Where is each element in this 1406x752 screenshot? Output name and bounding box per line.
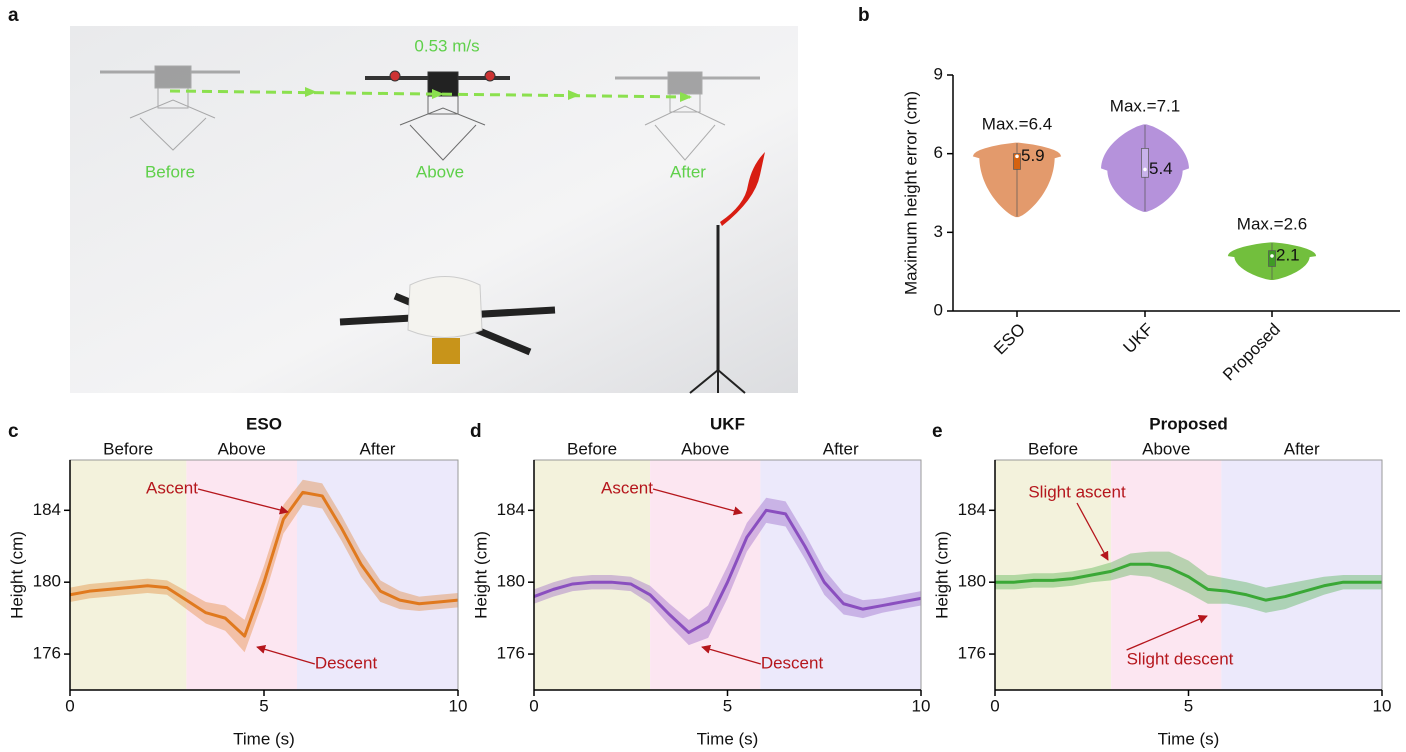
region-label: Above [218,439,266,458]
max-label: Max.=7.1 [1110,96,1180,115]
y-axis-label: Height (cm) [932,531,951,619]
annotation: Ascent [146,478,198,497]
region [186,460,297,690]
x-tick-label: 0 [990,696,999,715]
x-axis-label: Time (s) [1158,729,1220,748]
region-label: Above [1142,439,1190,458]
annotation: Ascent [601,478,653,497]
median [1143,168,1147,172]
median [1270,254,1274,258]
panel-label: d [470,421,482,442]
box [1142,148,1149,177]
panel-label: c [8,421,19,442]
y-axis-label: Height (cm) [7,531,26,619]
region-label: Before [1028,439,1078,458]
speed-label: 0.53 m/s [414,36,479,55]
annotation: Slight ascent [1028,482,1126,501]
x-tick-label: 10 [912,696,931,715]
box [1269,251,1276,267]
panel-label: e [932,421,943,442]
position-label: After [670,162,706,181]
y-tick-label: 184 [33,500,61,519]
annotation: Descent [761,653,824,672]
y-axis-label: Height (cm) [471,531,490,619]
chart-title: Proposed [1149,414,1227,433]
y-tick-label: 176 [497,644,525,663]
x-axis-label: Time (s) [697,729,759,748]
x-tick-label: 0 [65,696,74,715]
position-label: Above [416,162,464,181]
annotation: Descent [315,653,378,672]
y-tick-label: 9 [934,64,943,83]
photo: 0.53 m/s Before Above After [70,26,798,393]
median-label: 5.4 [1149,159,1173,178]
median-label: 2.1 [1276,245,1300,264]
region [650,460,760,690]
y-tick-label: 6 [934,143,943,162]
x-tick-label: ESO [990,320,1029,359]
x-tick-label: 10 [1373,696,1392,715]
y-tick-label: 0 [934,300,943,319]
x-tick-label: 5 [723,696,732,715]
x-tick-label: Proposed [1219,320,1284,385]
region-label: After [1284,439,1320,458]
region-label: Before [103,439,153,458]
y-tick-label: 184 [497,500,525,519]
max-label: Max.=2.6 [1237,214,1307,233]
y-tick-label: 180 [497,572,525,591]
region-label: Before [567,439,617,458]
figure: a b c d e 0.53 m/s Bef [0,0,1406,752]
y-tick-label: 176 [958,644,986,663]
region-label: After [360,439,396,458]
chart-title: ESO [246,414,282,433]
annotation: Slight descent [1127,649,1234,668]
region-label: After [823,439,859,458]
x-tick-label: 5 [259,696,268,715]
x-tick-label: 0 [529,696,538,715]
y-tick-label: 3 [934,222,943,241]
max-label: Max.=6.4 [982,115,1052,134]
x-tick-label: UKF [1120,320,1157,357]
x-tick-label: 10 [449,696,468,715]
position-label: Before [145,162,195,181]
x-axis-label: Time (s) [233,729,295,748]
panel-label: b [858,5,870,26]
y-tick-label: 180 [958,572,986,591]
chart-title: UKF [710,414,745,433]
median-label: 5.9 [1021,146,1045,165]
y-tick-label: 180 [33,572,61,591]
y-tick-label: 184 [958,500,986,519]
y-axis-label: Maximum height error (cm) [901,91,920,295]
region-label: Above [681,439,729,458]
x-tick-label: 5 [1184,696,1193,715]
panel-label: a [8,5,19,26]
y-tick-label: 176 [33,644,61,663]
median [1015,154,1019,158]
